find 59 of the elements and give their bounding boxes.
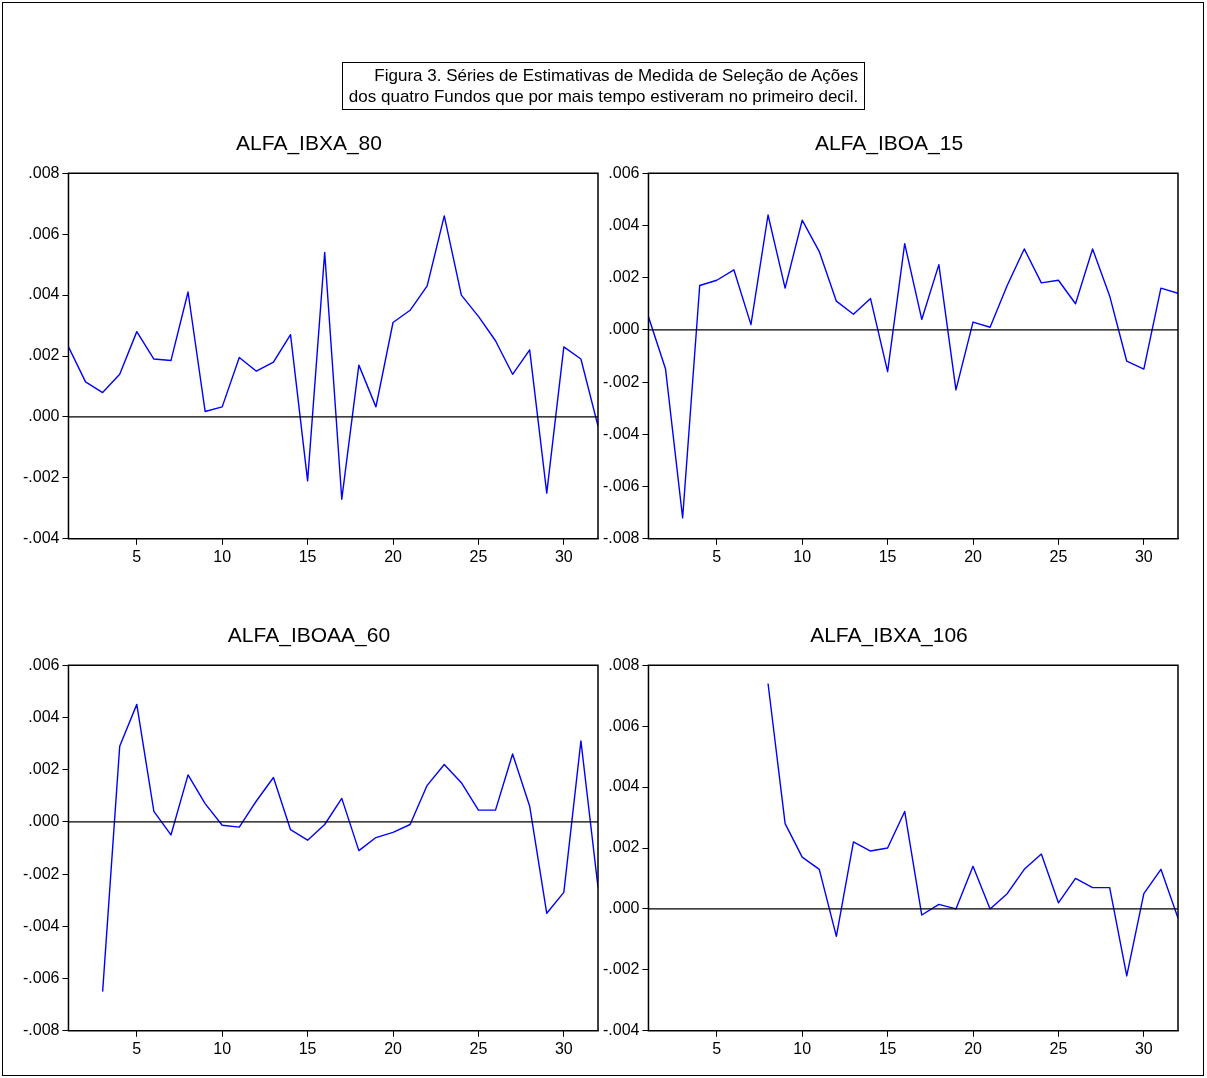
x-tick-label: 5 xyxy=(132,1039,142,1057)
x-tick-label: 15 xyxy=(298,1039,317,1057)
y-tick-label: .000 xyxy=(608,899,640,917)
x-tick-label: 25 xyxy=(1049,547,1068,565)
x-tick-label: 10 xyxy=(213,1039,232,1057)
y-tick-label: .000 xyxy=(608,320,640,338)
text: Figura 3. Séries de Estimativas de Medida de Seleção de Ações dos quatro Fundos que por mais tempo estiveram no primeiro decil. xyxy=(341,62,866,110)
y-tick-label: .004 xyxy=(28,285,60,303)
y-tick-label: .002 xyxy=(28,346,60,364)
y-tick-label: -.002 xyxy=(23,468,60,486)
y-tick-label: .008 xyxy=(28,163,60,181)
y-tick-label: .004 xyxy=(608,777,640,795)
x-tick-label: 20 xyxy=(964,547,983,565)
y-tick-label: .004 xyxy=(608,215,640,233)
y-tick-label: .000 xyxy=(28,407,60,425)
chart-title: ALFA_IBOA_15 xyxy=(814,131,964,156)
chart-title: ALFA_IBXA_106 xyxy=(810,623,968,648)
x-tick-label: 25 xyxy=(469,547,488,565)
x-tick-label: 30 xyxy=(1134,1039,1153,1057)
x-tick-label: 15 xyxy=(298,547,317,565)
x-tick-label: 20 xyxy=(384,1039,403,1057)
x-tick-label: 5 xyxy=(712,547,722,565)
y-tick-label: .002 xyxy=(28,760,60,778)
x-tick-label: 5 xyxy=(132,547,142,565)
x-tick-label: 10 xyxy=(213,547,232,565)
y-tick-label: .002 xyxy=(608,838,640,856)
x-tick-label: 10 xyxy=(793,1039,812,1057)
y-tick-label: -.008 xyxy=(603,529,640,547)
y-tick-label: -.008 xyxy=(23,1021,60,1039)
y-tick-label: -.002 xyxy=(23,864,60,882)
x-tick-label: 30 xyxy=(554,547,573,565)
y-tick-label: .002 xyxy=(608,268,640,286)
x-tick-label: 5 xyxy=(712,1039,722,1057)
chart-title: ALFA_IBOAA_60 xyxy=(227,623,391,648)
chart-title: ALFA_IBXA_80 xyxy=(236,131,382,156)
x-tick-label: 20 xyxy=(384,547,403,565)
y-tick-label: -.006 xyxy=(603,476,640,494)
x-tick-label: 25 xyxy=(1049,1039,1068,1057)
x-tick-label: 25 xyxy=(469,1039,488,1057)
y-tick-label: -.004 xyxy=(23,916,60,934)
y-tick-label: .000 xyxy=(28,812,60,830)
y-tick-label: .006 xyxy=(28,655,60,673)
y-tick-label: -.002 xyxy=(603,960,640,978)
y-tick-label: .008 xyxy=(608,655,640,673)
y-tick-label: -.004 xyxy=(23,529,60,547)
y-tick-label: -.004 xyxy=(603,1021,640,1039)
x-tick-label: 30 xyxy=(1134,547,1153,565)
y-tick-label: .006 xyxy=(608,716,640,734)
x-tick-label: 10 xyxy=(793,547,812,565)
x-tick-label: 20 xyxy=(964,1039,983,1057)
x-tick-label: 15 xyxy=(878,547,897,565)
y-tick-label: .004 xyxy=(28,707,60,725)
y-tick-label: -.006 xyxy=(23,968,60,986)
y-tick-label: -.004 xyxy=(603,424,640,442)
x-tick-label: 15 xyxy=(878,1039,897,1057)
x-tick-label: 30 xyxy=(554,1039,573,1057)
y-tick-label: .006 xyxy=(28,224,60,242)
y-tick-label: .006 xyxy=(608,163,640,181)
y-tick-label: -.002 xyxy=(603,372,640,390)
